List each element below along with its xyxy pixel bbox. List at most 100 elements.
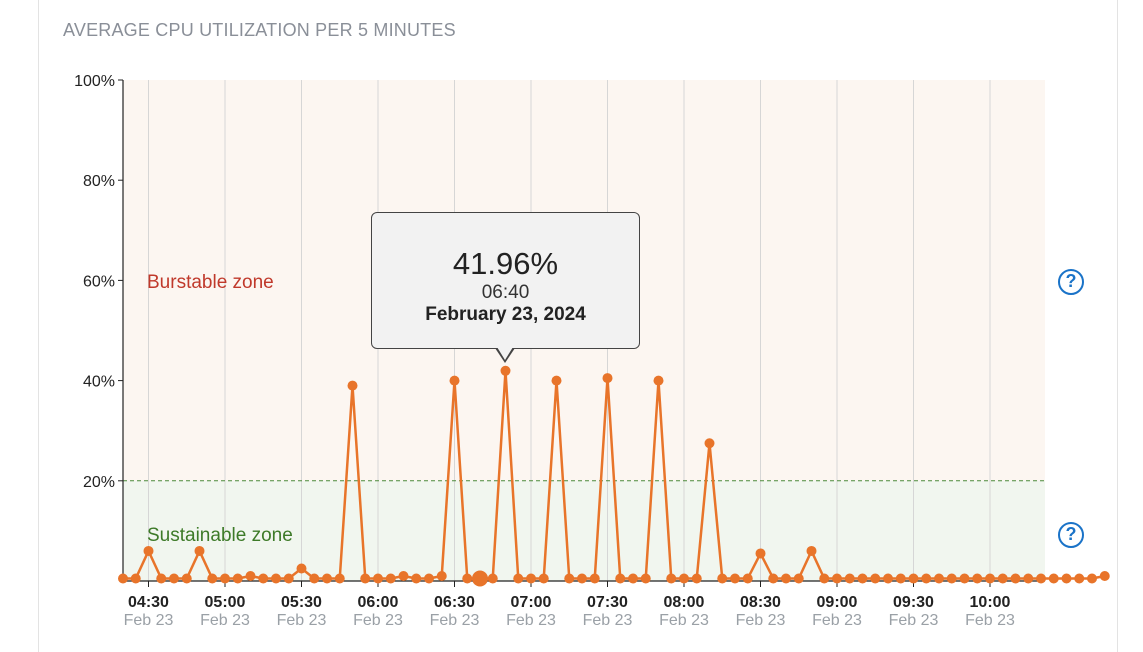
data-point (181, 573, 192, 584)
data-point (768, 573, 779, 584)
data-point (883, 573, 893, 584)
data-point (373, 573, 383, 584)
data-point (271, 573, 281, 584)
data-point (781, 573, 791, 584)
data-point (487, 573, 498, 584)
data-point (679, 573, 689, 584)
data-point (640, 573, 651, 584)
data-point (500, 365, 511, 376)
x-tick-label: 07:00 (511, 594, 552, 611)
data-point (985, 573, 995, 584)
sustainable-zone-label: Sustainable zone (147, 525, 293, 546)
x-tick-date: Feb 23 (659, 612, 709, 629)
data-point (1074, 573, 1085, 584)
x-tick-date: Feb 23 (353, 612, 403, 629)
data-tooltip: 41.96% 06:40 February 23, 2024 (371, 212, 640, 349)
x-tick-date: Feb 23 (277, 612, 327, 629)
data-point (934, 573, 944, 584)
burstable-help-icon[interactable]: ? (1058, 269, 1084, 295)
data-point (169, 573, 179, 584)
data-point (334, 573, 345, 584)
data-point (844, 573, 855, 584)
data-point (207, 573, 218, 584)
x-tick-date: Feb 23 (200, 612, 250, 629)
x-tick-label: 07:30 (587, 594, 628, 611)
data-point (602, 373, 613, 384)
data-point (1087, 573, 1097, 584)
x-tick-label: 05:30 (281, 594, 322, 611)
x-tick-label: 06:00 (358, 594, 399, 611)
y-tick-label: 20% (83, 474, 115, 491)
x-tick-label: 05:00 (205, 594, 246, 611)
tooltip-date: February 23, 2024 (425, 304, 586, 325)
data-point (717, 573, 728, 584)
data-point (819, 573, 830, 584)
x-tick-date: Feb 23 (124, 612, 174, 629)
data-point (194, 545, 205, 556)
data-point (449, 375, 460, 386)
data-point (398, 570, 409, 581)
data-point (156, 573, 167, 584)
data-point (870, 573, 881, 584)
data-point (385, 573, 396, 584)
data-point (666, 573, 677, 584)
data-point (564, 573, 575, 584)
x-tick-date: Feb 23 (812, 612, 862, 629)
data-point (1099, 570, 1110, 581)
data-point (436, 570, 447, 581)
x-tick-date: Feb 23 (583, 612, 633, 629)
data-point (424, 573, 434, 584)
data-point (118, 573, 128, 584)
chart-title: AVERAGE CPU UTILIZATION PER 5 MINUTES (63, 20, 456, 40)
x-tick-label: 04:30 (128, 594, 169, 611)
data-point (921, 573, 932, 584)
data-point (908, 573, 919, 584)
data-point (220, 573, 230, 584)
x-tick-label: 09:00 (817, 594, 858, 611)
data-point (347, 380, 358, 391)
sustainable-help-icon[interactable]: ? (1058, 522, 1084, 548)
data-point (742, 573, 753, 584)
data-point (628, 573, 638, 584)
data-point (258, 573, 269, 584)
data-point (895, 573, 906, 584)
data-point (589, 573, 600, 584)
data-point (806, 545, 817, 556)
x-tick-date: Feb 23 (506, 612, 556, 629)
sustainable-zone (123, 480, 1045, 581)
tooltip-arrow-fill (497, 347, 513, 360)
data-point (1048, 573, 1059, 584)
data-point (832, 573, 842, 584)
data-point (283, 573, 294, 584)
data-point (551, 375, 562, 386)
tooltip-value: 41.96% (452, 246, 559, 281)
data-point (411, 573, 422, 584)
x-tick-label: 10:00 (970, 594, 1011, 611)
data-point (296, 563, 307, 574)
data-point (577, 573, 587, 584)
x-tick-label: 08:00 (664, 594, 705, 611)
data-point (857, 573, 868, 584)
x-tick-date: Feb 23 (736, 612, 786, 629)
x-tick-label: 06:30 (434, 594, 475, 611)
tooltip-time: 06:40 (481, 282, 530, 303)
y-tick-label: 100% (74, 73, 115, 90)
data-point (513, 573, 524, 584)
data-point (322, 573, 332, 584)
data-point (360, 573, 371, 584)
data-point (1010, 573, 1021, 584)
data-point (730, 573, 740, 584)
data-point (538, 573, 549, 584)
y-tick-label: 80% (83, 173, 115, 190)
x-tick-label: 09:30 (893, 594, 934, 611)
data-point (462, 573, 473, 584)
data-point (309, 573, 320, 584)
y-tick-label: 60% (83, 273, 115, 290)
data-point (615, 573, 626, 584)
x-tick-date: Feb 23 (965, 612, 1015, 629)
x-tick-date: Feb 23 (430, 612, 480, 629)
data-point (526, 573, 536, 584)
data-point (959, 573, 970, 584)
data-point (130, 573, 141, 584)
